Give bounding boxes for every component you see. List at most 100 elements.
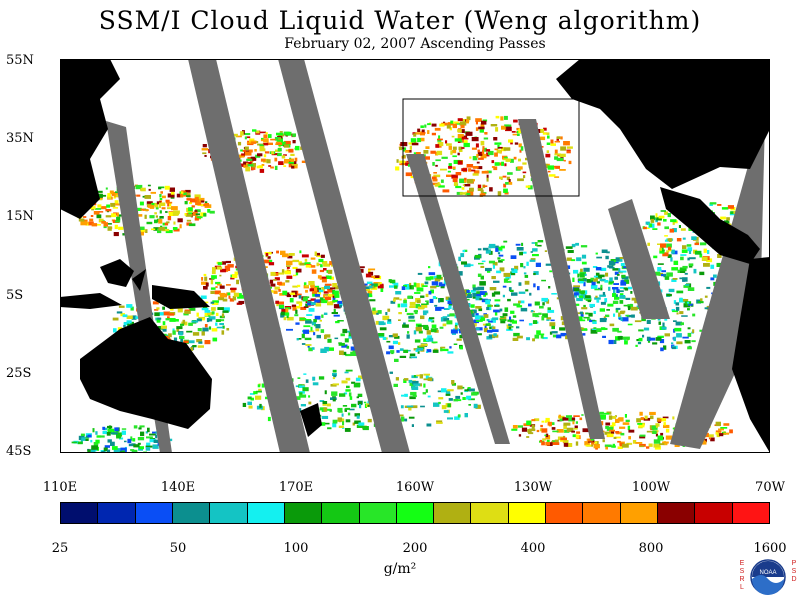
cloud-pixel: [316, 255, 324, 258]
cloud-pixel: [493, 333, 497, 337]
cloud-pixel: [448, 145, 452, 150]
cloud-pixel: [452, 146, 457, 150]
cloud-pixel: [320, 329, 325, 333]
logo-wave: [752, 575, 784, 595]
cloud-pixel: [400, 142, 408, 147]
cloud-pixel: [299, 318, 307, 320]
cloud-pixel: [589, 319, 595, 323]
cloud-pixel: [688, 303, 693, 306]
cloud-pixel: [345, 353, 352, 357]
cloud-pixel: [607, 265, 614, 268]
cloud-pixel: [291, 164, 295, 169]
cloud-pixel: [448, 398, 453, 401]
cloud-pixel: [156, 201, 161, 205]
cloud-pixel: [220, 268, 227, 273]
cloud-pixel: [333, 374, 337, 378]
cloud-pixel: [390, 350, 395, 354]
cloud-pixel: [415, 303, 420, 309]
cloud-pixel: [425, 300, 429, 302]
cloud-pixel: [608, 339, 614, 345]
cloud-pixel: [386, 340, 391, 343]
cloud-pixel: [394, 335, 400, 339]
cloud-pixel: [118, 226, 124, 230]
cloud-pixel: [708, 437, 712, 440]
cloud-pixel: [603, 316, 606, 319]
cloud-pixel: [660, 243, 667, 248]
cloud-pixel: [440, 179, 444, 183]
cloud-pixel: [251, 141, 257, 144]
cloud-pixel: [210, 301, 215, 304]
cloud-pixel: [248, 149, 253, 153]
cloud-pixel: [176, 327, 180, 332]
cloud-pixel: [486, 177, 489, 182]
colorbar-bin: [546, 503, 584, 523]
cloud-pixel: [307, 300, 312, 303]
cloud-pixel: [449, 313, 455, 317]
cloud-pixel: [472, 287, 480, 291]
cloud-pixel: [489, 187, 493, 192]
cloud-pixel: [621, 443, 629, 448]
cloud-pixel: [459, 192, 467, 195]
cloud-pixel: [487, 150, 494, 156]
cloud-pixel: [663, 422, 666, 426]
cloud-pixel: [389, 371, 393, 374]
cloud-pixel: [547, 307, 551, 310]
cloud-pixel: [303, 373, 307, 375]
cloud-pixel: [401, 394, 404, 397]
colorbar-bin: [732, 503, 769, 523]
cloud-pixel: [659, 418, 667, 422]
cloud-pixel: [639, 411, 643, 416]
cloud-pixel: [112, 207, 118, 209]
cloud-pixel: [652, 430, 657, 434]
cloud-pixel: [536, 330, 541, 335]
cloud-pixel: [533, 271, 539, 275]
cloud-pixel: [493, 137, 498, 141]
cloud-pixel: [605, 255, 609, 260]
cloud-pixel: [573, 287, 580, 292]
cloud-pixel: [532, 338, 535, 342]
cloud-pixel: [715, 421, 721, 427]
cloud-pixel: [265, 396, 269, 400]
cloud-pixel: [251, 167, 256, 170]
cloud-pixel: [615, 307, 621, 310]
cloud-pixel: [314, 294, 320, 297]
cloud-pixel: [158, 187, 162, 190]
cloud-pixel: [333, 309, 336, 314]
cloud-pixel: [208, 316, 216, 320]
cloud-pixel: [660, 210, 666, 212]
cloud-pixel: [290, 153, 295, 156]
cloud-pixel: [494, 152, 498, 157]
colorbar-bin: [658, 503, 696, 523]
cloud-pixel: [503, 188, 508, 193]
cloud-pixel: [387, 308, 391, 312]
cloud-pixel: [261, 137, 264, 140]
cloud-pixel: [399, 298, 402, 301]
asia-coast: [60, 59, 120, 219]
cloud-pixel: [580, 268, 583, 272]
cloud-pixel: [349, 396, 353, 400]
cloud-pixel: [536, 244, 542, 247]
cloud-pixel: [231, 274, 238, 279]
cloud-pixel: [478, 157, 484, 160]
cloud-pixel: [583, 278, 587, 282]
cloud-pixel: [613, 260, 617, 263]
cloud-pixel: [339, 302, 343, 306]
cloud-pixel: [219, 274, 222, 277]
cloud-pixel: [211, 275, 217, 279]
cloud-pixel: [99, 194, 107, 197]
cloud-pixel: [453, 159, 461, 164]
cloud-pixel: [657, 435, 663, 439]
cloud-pixel: [547, 421, 552, 426]
cloud-pixel: [628, 429, 635, 433]
cloud-pixel: [429, 298, 434, 303]
cloud-pixel: [420, 295, 425, 298]
cloud-pixel: [556, 157, 564, 162]
cloud-pixel: [476, 161, 480, 164]
cloud-pixel: [521, 242, 524, 246]
cloud-pixel: [600, 414, 606, 419]
cloud-pixel: [441, 156, 448, 159]
cloud-pixel: [545, 417, 550, 422]
cloud-pixel: [526, 261, 529, 266]
cloud-pixel: [244, 146, 249, 151]
cloud-pixel: [546, 439, 550, 444]
